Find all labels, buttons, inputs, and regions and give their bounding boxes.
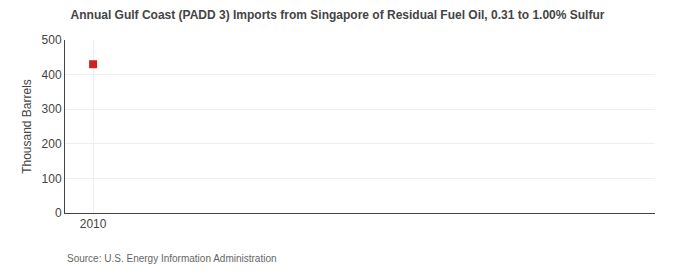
svg-text:500: 500 <box>42 33 62 47</box>
svg-text:2010: 2010 <box>80 217 107 231</box>
svg-text:300: 300 <box>42 102 62 116</box>
svg-text:Source: U.S. Energy Informatio: Source: U.S. Energy Information Administ… <box>67 253 277 264</box>
svg-text:Annual Gulf Coast (PADD 3) Imp: Annual Gulf Coast (PADD 3) Imports from … <box>71 8 605 22</box>
svg-text:100: 100 <box>42 172 62 186</box>
svg-text:Thousand Barrels: Thousand Barrels <box>20 79 34 174</box>
svg-text:400: 400 <box>42 68 62 82</box>
svg-text:0: 0 <box>55 206 62 220</box>
svg-text:200: 200 <box>42 137 62 151</box>
